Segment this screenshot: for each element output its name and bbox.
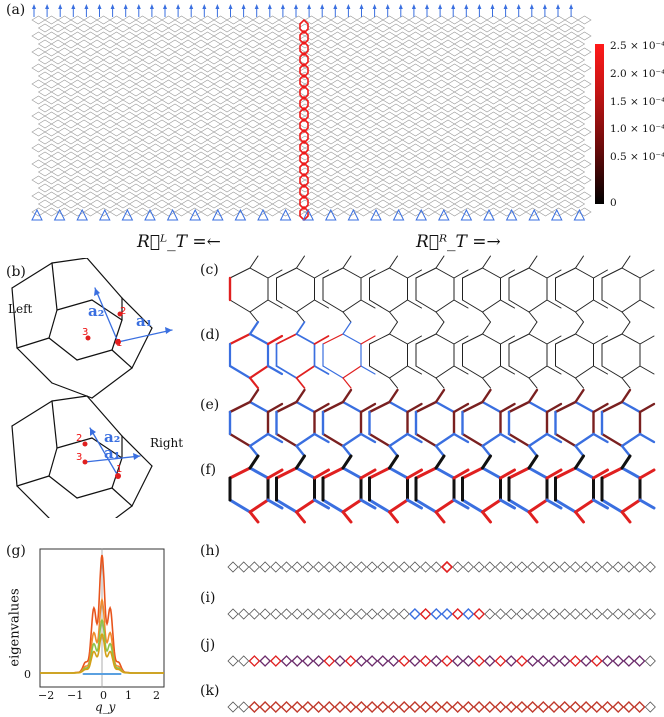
- chain-k: [227, 701, 656, 713]
- vector-a1-bottom: a₁: [104, 444, 121, 462]
- panel-g-xtick-5: 2: [153, 689, 160, 702]
- strip-f: [228, 454, 656, 524]
- colorbar-tick-3: 1.5 × 10⁻⁴: [610, 96, 664, 108]
- chain-h: [227, 560, 656, 574]
- strip-c: [228, 255, 655, 323]
- right-unit-cell: [11, 395, 153, 518]
- chain-j: [227, 655, 656, 667]
- site-label-1-bottom: 1: [116, 464, 123, 475]
- top-force-arrows: [32, 4, 574, 17]
- panel-j-label: (j): [200, 637, 216, 653]
- vector-a1-bottom-arrow: [84, 455, 141, 463]
- panel-a-lattice: [31, 4, 592, 222]
- vector-a2-bottom-arrow: [89, 427, 119, 477]
- panel-e-label: (e): [200, 397, 220, 413]
- panel-b-unit-cells: [11, 258, 173, 518]
- vector-a2-top: a₂: [88, 302, 105, 320]
- vector-a2-bottom: a₂: [104, 428, 121, 446]
- panel-b-label: (b): [6, 264, 26, 280]
- panel-k-label: (k): [200, 683, 220, 699]
- colorbar-tick-1: 2.5 × 10⁻⁴: [610, 40, 664, 52]
- site-label-2-bottom: 2: [76, 433, 83, 444]
- panel-g-label: (g): [6, 543, 26, 559]
- panel-f-label: (f): [200, 462, 217, 478]
- panel-g-xtick-3: 0: [100, 689, 107, 702]
- localized-mode-column: [299, 18, 309, 222]
- site-label-2-top: 2: [120, 306, 127, 317]
- panel-h-label: (h): [200, 543, 220, 559]
- colorbar: [595, 44, 604, 204]
- panels-c-to-f-strips: [228, 255, 656, 524]
- site-label-3-top: 3: [82, 327, 89, 338]
- colorbar-tick-2: 2.0 × 10⁻⁴: [610, 68, 664, 80]
- left-cell-label: Left: [8, 302, 33, 316]
- eigencurve-4: [40, 632, 164, 674]
- strip-e: [228, 388, 656, 458]
- panel-c-label: (c): [200, 262, 219, 278]
- left-translation-eq: R⃗ᴸ_T =←: [137, 232, 221, 252]
- panel-g-ytick-0: 0: [24, 668, 31, 681]
- panel-g-plot: [39, 548, 165, 688]
- right-translation-eq: R⃗ᴿ_T =→: [416, 232, 501, 252]
- colorbar-tick-6: 0: [610, 197, 617, 209]
- panels-h-to-k-strips: [227, 560, 656, 713]
- vector-a1-top: a₁: [136, 312, 153, 330]
- bottom-support-triangles: [31, 208, 586, 221]
- site-label-3-bottom: 3: [76, 452, 83, 463]
- panel-d-label: (d): [200, 327, 220, 343]
- panel-g-xlabel: q_y: [95, 700, 116, 714]
- strip-d: [228, 320, 655, 390]
- panel-g-xtick-2: −1: [67, 689, 84, 702]
- right-cell-label: Right: [150, 436, 184, 450]
- vector-a2-top-arrow: [94, 287, 119, 343]
- panel-g-xtick-4: 1: [125, 689, 132, 702]
- lattice-bonds: [31, 15, 592, 217]
- colorbar-tick-4: 1.0 × 10⁻⁴: [610, 123, 664, 135]
- colorbar-tick-5: 0.5 × 10⁻⁴: [610, 151, 664, 163]
- site-label-1-top: 1: [116, 338, 123, 349]
- left-unit-cell: [11, 258, 153, 399]
- chain-i: [227, 608, 656, 620]
- panel-g-xtick-1: −2: [38, 689, 55, 702]
- vector-a1-top-arrow: [117, 329, 173, 343]
- panel-i-label: (i): [200, 590, 216, 606]
- panel-a-label: (a): [6, 2, 26, 18]
